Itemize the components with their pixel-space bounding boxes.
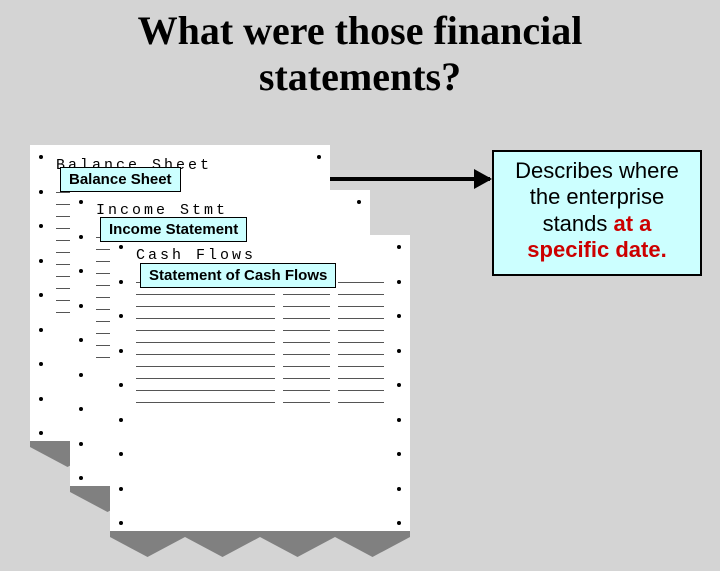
callout-emphasis: specific date. [527, 237, 666, 262]
label-balance-sheet: Balance Sheet [60, 167, 181, 192]
callout-emphasis: at a [614, 211, 652, 236]
callout-text: the enterprise [530, 184, 665, 209]
label-cash-flows: Statement of Cash Flows [140, 263, 336, 288]
slide-title: What were those financial statements? [0, 0, 720, 100]
callout-text: Describes where [515, 158, 679, 183]
doc-heading: Cash Flows [136, 247, 256, 264]
label-income-statement: Income Statement [100, 217, 247, 242]
callout-text: stands [543, 211, 614, 236]
title-line-2: statements? [259, 54, 461, 99]
document-stack: Balance Sheet Income Stmt Cash Flows Bal… [30, 145, 390, 505]
title-line-1: What were those financial [138, 8, 583, 53]
callout-box: Describes where the enterprise stands at… [492, 150, 702, 276]
